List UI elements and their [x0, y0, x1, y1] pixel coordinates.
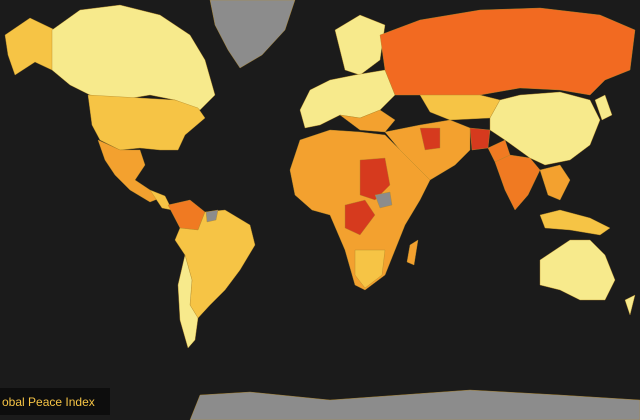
scandinavia — [334, 14, 386, 76]
japan — [594, 94, 613, 121]
balkans — [339, 109, 396, 133]
china — [489, 91, 601, 166]
russia — [379, 7, 636, 101]
madagascar — [406, 239, 419, 266]
indonesia — [539, 209, 611, 236]
iraq-syria — [419, 127, 441, 151]
canada — [51, 4, 216, 111]
southern-africa — [354, 249, 386, 289]
venezuela — [205, 209, 219, 223]
greenland — [209, 0, 296, 69]
southeast-asia — [539, 164, 571, 201]
congo — [344, 199, 376, 236]
chile — [177, 254, 199, 349]
india — [494, 154, 541, 211]
new-zealand — [624, 294, 636, 316]
alaska — [4, 17, 56, 76]
sudan — [359, 157, 391, 201]
south-sudan — [374, 191, 393, 209]
antarctica — [189, 389, 640, 420]
legend-box — [0, 388, 110, 415]
usa — [87, 94, 206, 151]
afghanistan — [469, 127, 491, 151]
australia — [539, 239, 616, 301]
legend-title: obal Peace Index — [2, 395, 95, 409]
